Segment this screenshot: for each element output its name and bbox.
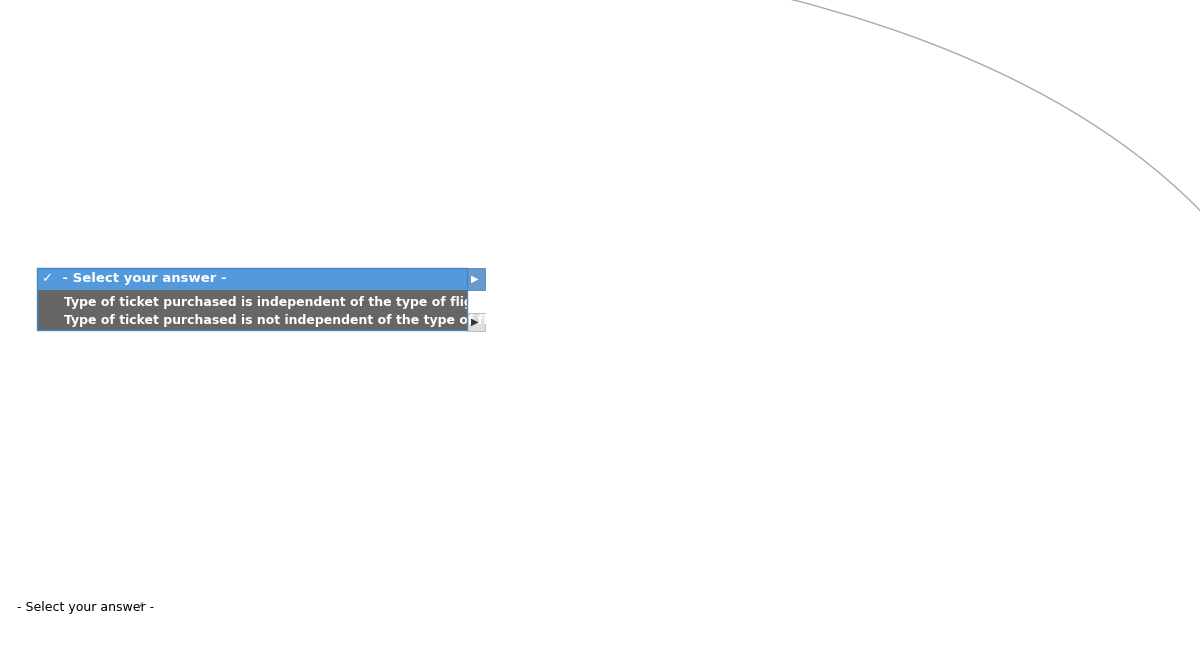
Text: 12: 12 — [533, 18, 556, 33]
Text: b.: b. — [12, 500, 30, 515]
Text: II. A higher percentage of economy class tickets are purchased for international: II. A higher percentage of economy class… — [12, 560, 1200, 575]
Text: question asked if the type of flight was domestic or international travel. Sampl: question asked if the type of flight was… — [12, 40, 1040, 55]
Text: 128: 128 — [684, 180, 716, 198]
Text: test statistic (to 2 decimals).: test statistic (to 2 decimals). — [240, 342, 475, 357]
Text: Appendix B: Appendix B — [130, 396, 221, 411]
Text: - Select your answer -: - Select your answer - — [365, 475, 503, 488]
Text: 0.05: 0.05 — [98, 247, 138, 262]
Bar — [37, 268, 467, 290]
Bar — [467, 268, 485, 290]
Text: -value is: -value is — [58, 422, 125, 437]
Text: Bloomberg Businessweek: Bloomberg Businessweek — [28, 18, 234, 33]
Text: 0: 0 — [23, 276, 31, 289]
Text: Type of ticket purchased is not independent of the type of flight: Type of ticket purchased is not independ… — [42, 314, 515, 327]
Text: p: p — [314, 396, 325, 411]
Text: for domestic flights.: for domestic flights. — [12, 540, 173, 555]
Text: for domestic flights.: for domestic flights. — [12, 578, 173, 593]
Text: H: H — [12, 312, 26, 331]
Text: ✓: ✓ — [134, 601, 144, 611]
Bar — [467, 313, 485, 331]
Bar — [37, 290, 467, 330]
Text: χ: χ — [223, 342, 232, 357]
FancyBboxPatch shape — [12, 364, 67, 388]
Text: ✓: ✓ — [252, 425, 262, 435]
Text: Domestic: Domestic — [527, 105, 613, 123]
Text: Using a: Using a — [29, 247, 98, 262]
Text: Use Table 3 of: Use Table 3 of — [12, 396, 130, 411]
Text: ▶: ▶ — [470, 317, 479, 327]
Text: 514: 514 — [554, 217, 586, 235]
Text: What is your conclusion?: What is your conclusion? — [12, 450, 212, 465]
Text: Compute the value of the: Compute the value of the — [12, 342, 223, 357]
Text: Economy Class: Economy Class — [370, 217, 509, 235]
Text: 21: 21 — [689, 143, 710, 161]
Text: The: The — [12, 422, 47, 437]
Text: - Select your answer -: - Select your answer - — [17, 601, 154, 614]
Text: .: . — [274, 422, 278, 437]
Text: ✓: ✓ — [504, 475, 514, 485]
Text: - Select your answer -: - Select your answer - — [133, 425, 271, 438]
Text: 91: 91 — [559, 180, 581, 198]
Text: Type of ticket purchased is independent of the type of flight: Type of ticket purchased is independent … — [42, 296, 487, 309]
Text: Type of Ticket: Type of Ticket — [370, 105, 500, 123]
Text: A: A — [12, 18, 28, 33]
Text: Type of Flight: Type of Flight — [536, 75, 664, 93]
Text: to find the: to find the — [221, 396, 314, 411]
Text: a.: a. — [12, 247, 29, 262]
Text: -value.: -value. — [325, 396, 379, 411]
Text: ▶: ▶ — [470, 274, 479, 284]
Text: the type of flight.: the type of flight. — [526, 472, 670, 487]
Text: subscriber study asked, "In the past: subscriber study asked, "In the past — [234, 18, 533, 33]
Text: ✓  - Select your answer -: ✓ - Select your answer - — [42, 272, 227, 285]
Text: months, when traveling for business, what type of airline ticket did you purchas: months, when traveling for business, wha… — [556, 18, 1200, 33]
Text: 137: 137 — [684, 217, 716, 235]
Text: a: a — [23, 317, 31, 330]
Text: International: International — [640, 105, 761, 123]
Text: H: H — [12, 271, 26, 290]
Text: First Class: First Class — [370, 143, 468, 161]
Text: level of significance, is the type of ticket purchased independent of the type o: level of significance, is the type of ti… — [138, 247, 833, 262]
Text: Business Class: Business Class — [370, 180, 508, 198]
Text: I. A higher percentage of first class and business class tickets are purchased f: I. A higher percentage of first class an… — [12, 522, 1200, 537]
Text: Discuss any dependence that exists between the type of ticket and type of flight: Discuss any dependence that exists betwe… — [30, 500, 690, 515]
Text: 28: 28 — [559, 143, 581, 161]
Text: 2: 2 — [232, 338, 239, 348]
Text: p: p — [47, 422, 58, 437]
Text: Conclude that the type of ticket purchased: Conclude that the type of ticket purchas… — [12, 472, 356, 487]
